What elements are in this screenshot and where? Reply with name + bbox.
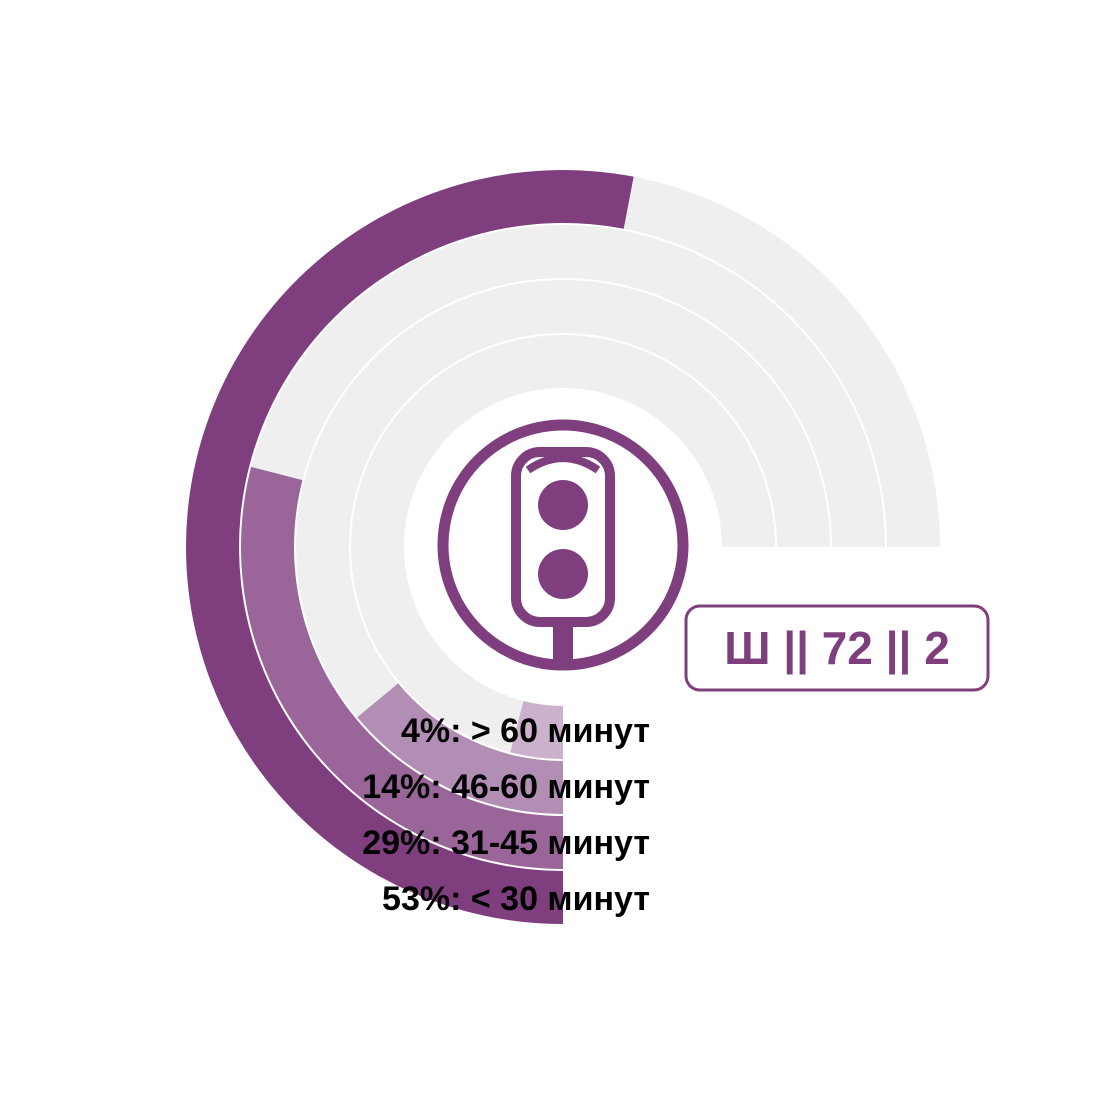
label-series-3: 4%: > 60 минут [401,712,650,750]
ring-bar-1 [240,466,563,869]
ring-bar-3 [510,701,563,759]
ring-bar-2 [357,683,563,814]
traffic-light-icon [437,419,689,671]
ring-bar-0 [186,170,634,924]
label-series-1: 29%: 31-45 минут [362,824,650,862]
route-badge: Ш || 72 || 2 [684,604,990,692]
label-series-0: 53%: < 30 минут [382,880,650,918]
ring-track-3 [351,335,775,759]
ring-labels: 53%: < 30 минут 29%: 31-45 минут 14%: 46… [362,712,650,918]
label-series-2: 14%: 46-60 минут [362,768,650,806]
route-badge-text: Ш || 72 || 2 [724,622,950,674]
ring-bars [186,170,634,924]
